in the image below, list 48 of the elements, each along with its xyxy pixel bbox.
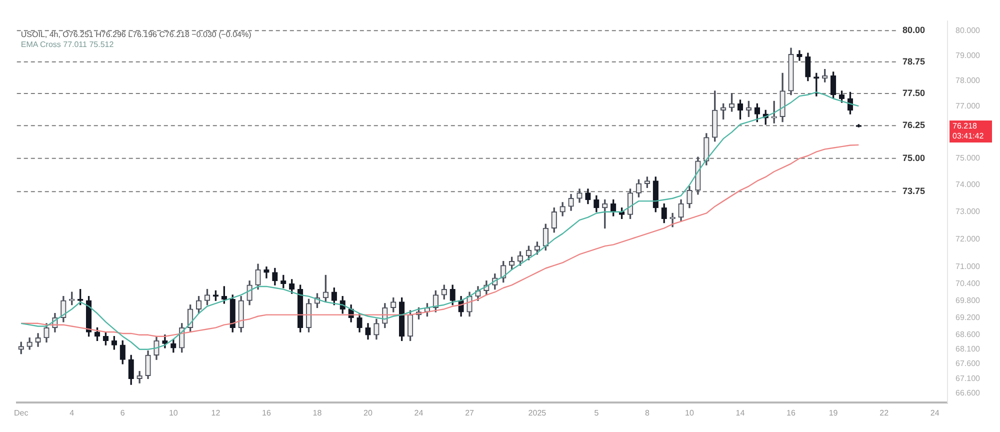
y-tick-label: 80.000 [956,26,981,35]
x-tick-label: 10 [168,408,178,418]
y-tick-label: 69.800 [956,296,981,305]
y-tick-label: 74.000 [956,180,981,190]
x-tick-label: 24 [930,408,940,418]
ref-line-label: 77.50 [902,88,926,98]
y-tick-label: 71.000 [956,262,981,272]
y-tick-label: 75.000 [956,154,981,163]
ref-line-label: 80.00 [902,25,926,36]
ref-line-label: 75.00 [902,152,926,163]
x-tick-label: 8 [644,408,650,418]
text: 03:41:42 [952,132,984,141]
text: USOIL, 4h, O76.251 H76.296 L76.196 C76.218 −0.030 (−0.04%) [20,30,252,40]
x-tick-label: 10 [685,408,694,418]
y-tick-label: 70.400 [956,278,981,288]
x-tick-label: 2025 [528,408,547,418]
candlestick [670,212,676,228]
x-tick-label: 20 [364,408,373,418]
ref-line-label: 73.75 [902,186,926,196]
text: 76.218 [952,122,978,131]
x-tick-label: 27 [465,408,475,418]
text: EMA Cross 77.011 75.512 [20,40,114,50]
y-tick-label: 77.000 [956,102,981,111]
y-tick-label: 67.100 [956,374,981,383]
x-tick-label: 14 [736,408,746,418]
x-tick-label: Dec [14,408,28,418]
x-tick-label: 24 [414,408,424,418]
y-tick-label: 66.600 [956,388,981,398]
y-tick-label: 69.200 [956,312,981,322]
x-tick-label: 12 [211,408,221,418]
x-tick-label: 16 [786,408,796,418]
y-tick-label: 73.000 [956,207,981,216]
y-tick-label: 68.600 [956,330,981,340]
y-tick-label: 68.100 [956,344,981,354]
y-tick-label: 79.000 [956,50,981,60]
x-tick-label: 18 [312,408,322,418]
ref-line-label: 76.25 [902,120,926,130]
x-tick-label: 19 [828,408,838,418]
y-tick-label: 72.000 [956,234,981,244]
x-tick-label: 16 [262,408,272,418]
y-tick-label: 78.000 [956,76,981,85]
y-tick-label: 67.600 [956,359,981,368]
candlestick [796,50,802,61]
ref-line-label: 78.75 [902,56,926,66]
x-tick-label: 4 [70,408,75,418]
x-tick-label: 6 [120,408,126,418]
x-tick-label: 22 [880,408,890,418]
x-tick-label: 5 [594,408,600,418]
